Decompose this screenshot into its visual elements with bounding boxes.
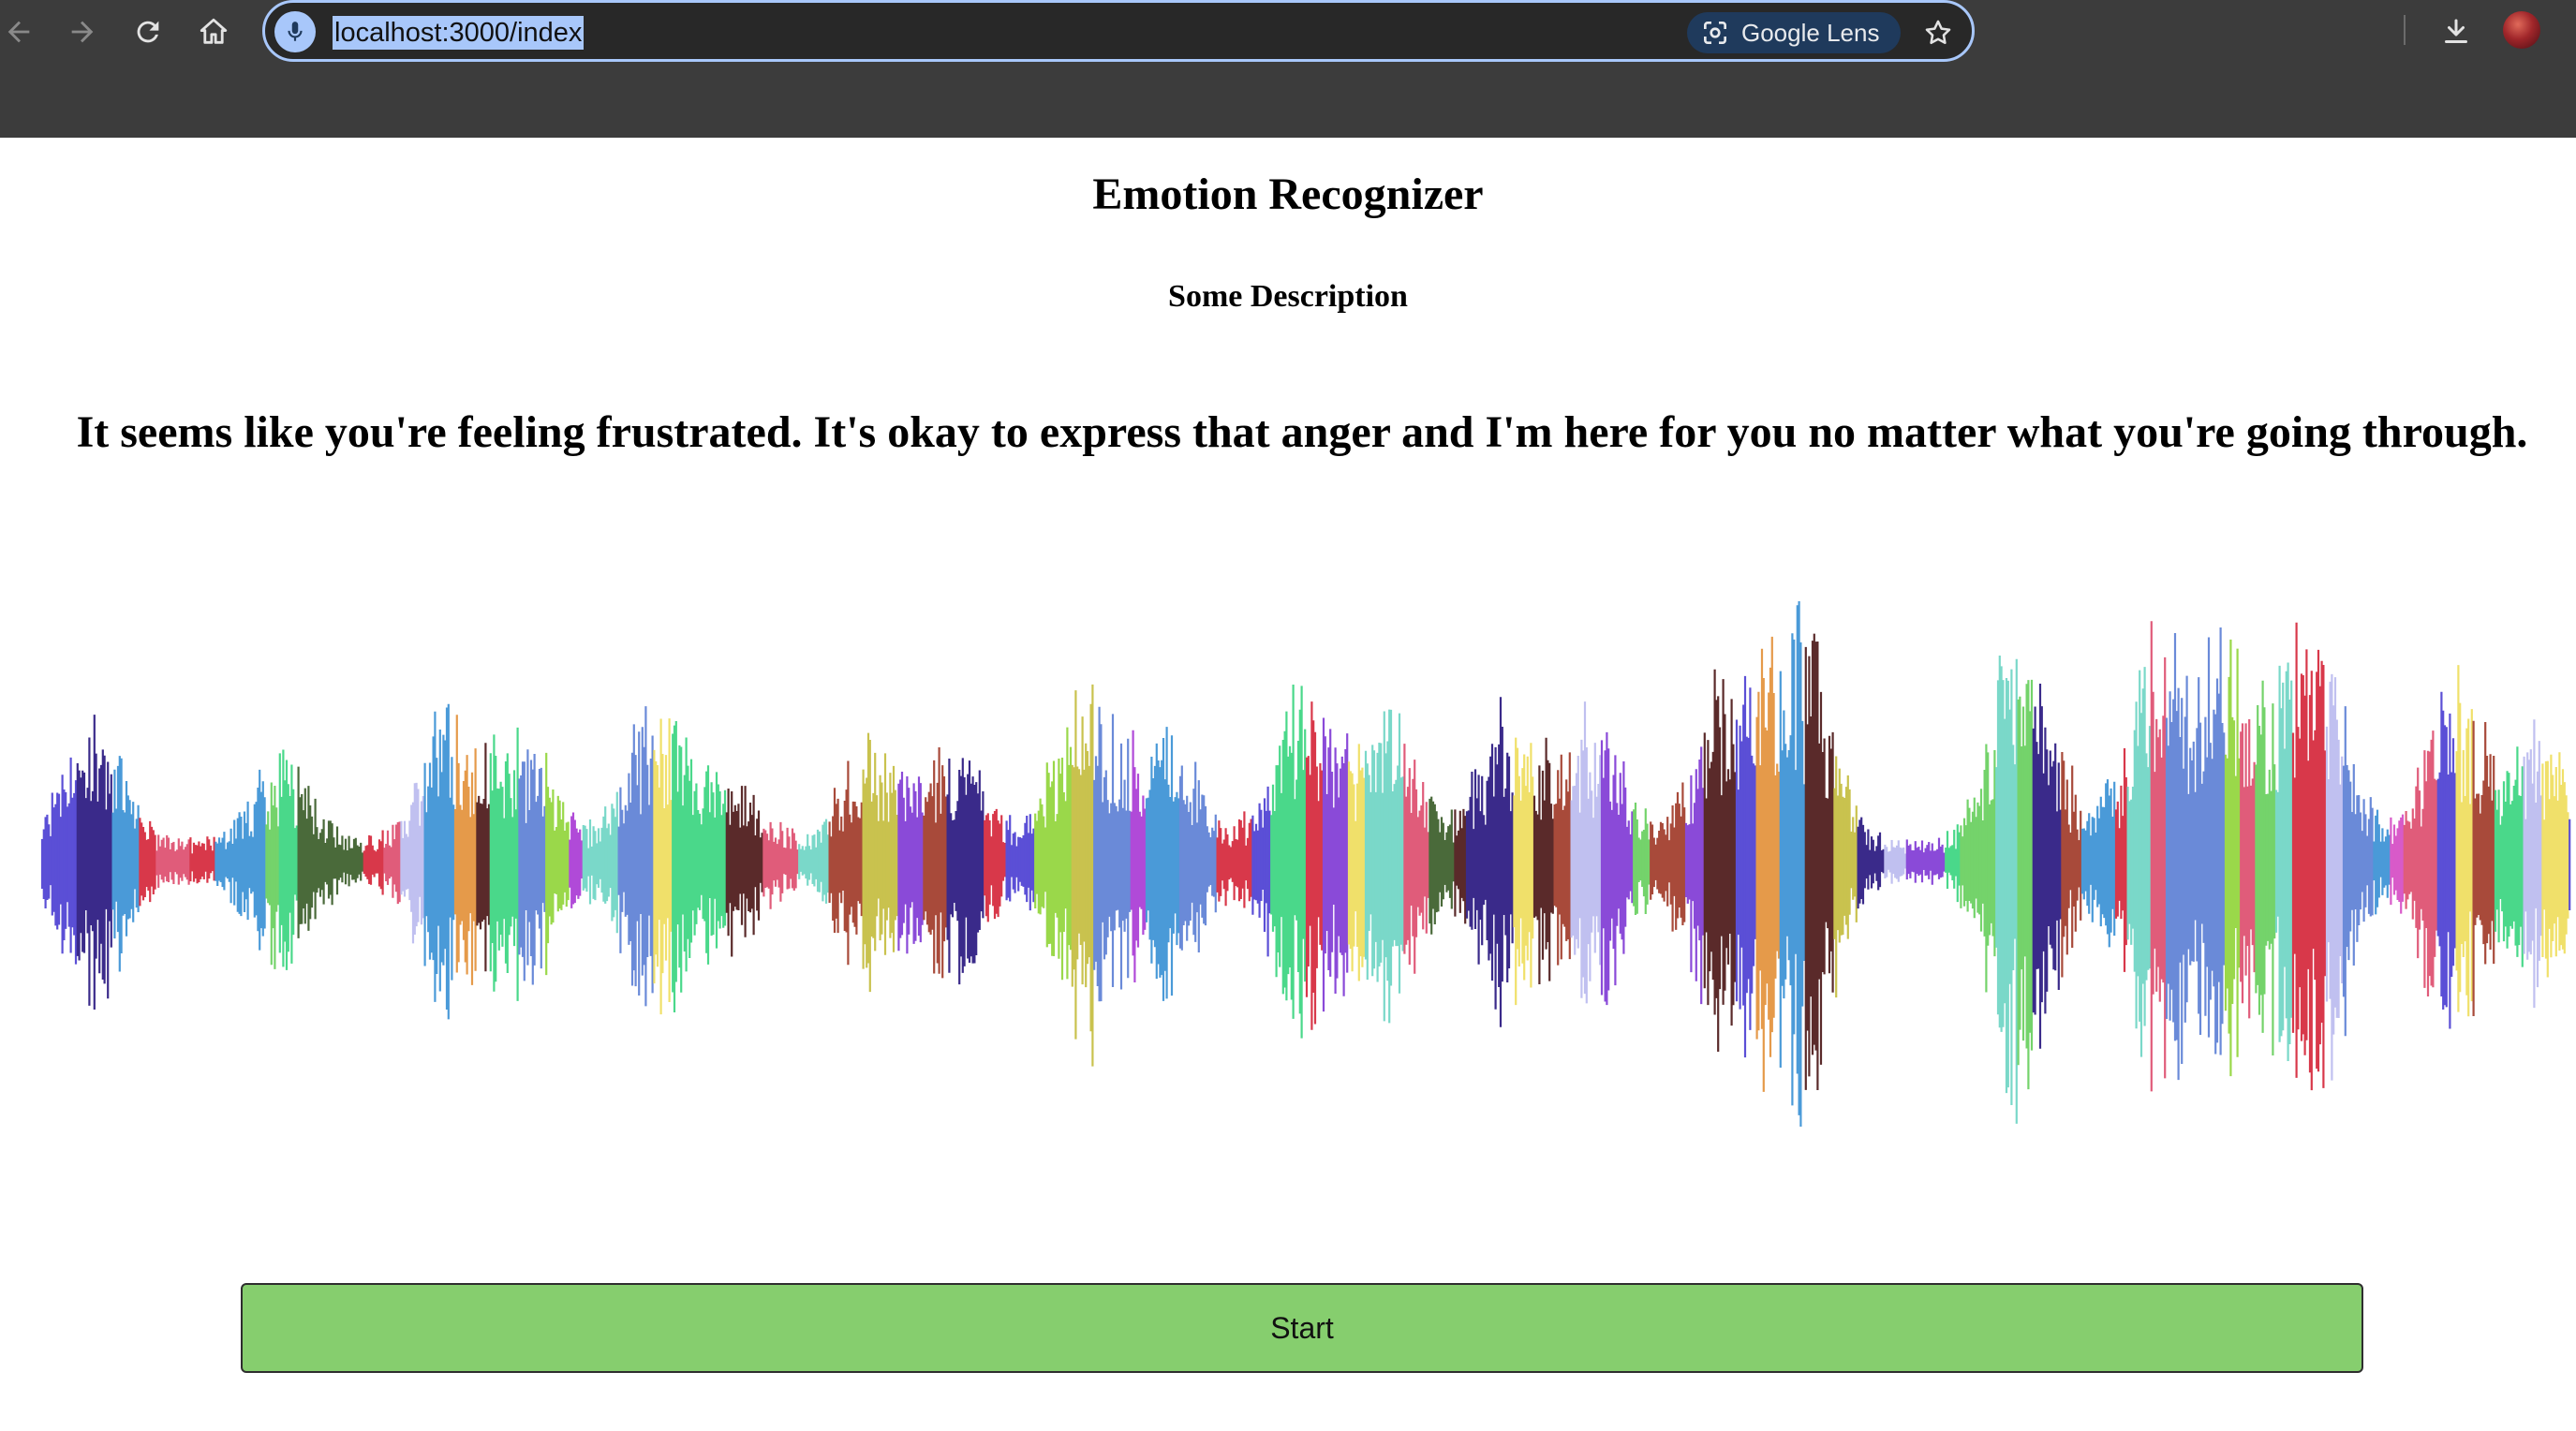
profile-avatar[interactable] [2503,11,2540,49]
google-lens-icon [1704,22,1726,44]
arrow-right-icon [71,21,94,43]
arrow-left-icon [7,21,30,43]
home-button[interactable] [189,7,238,56]
microphone-icon [288,22,303,41]
star-icon [1925,20,1951,45]
audio-waveform-visualization [40,601,2571,1128]
reload-icon [137,21,159,43]
download-icon [2445,19,2467,43]
page-title: Emotion Recognizer [1092,170,1484,219]
page-description: Some Description [1168,279,1408,314]
browser-toolbar: localhost:3000/index Google Lens [0,0,2576,138]
google-lens-label: Google Lens [1741,18,1880,47]
voice-search-button[interactable] [274,11,316,52]
forward-button[interactable] [58,7,107,56]
google-lens-button[interactable]: Google Lens [1687,12,1901,53]
start-button[interactable]: Start [241,1283,2363,1373]
address-bar[interactable]: localhost:3000/index Google Lens [262,0,1975,62]
url-text[interactable]: localhost:3000/index [333,16,585,50]
bookmark-button[interactable] [1916,10,1961,55]
toolbar-divider [2404,15,2406,45]
reload-button[interactable] [124,7,172,56]
waveform-bars [40,601,2571,1128]
downloads-button[interactable] [2432,7,2480,56]
back-button[interactable] [0,7,43,56]
home-icon [200,18,228,44]
emotion-response-message: It seems like you're feeling frustrated.… [76,407,2528,457]
